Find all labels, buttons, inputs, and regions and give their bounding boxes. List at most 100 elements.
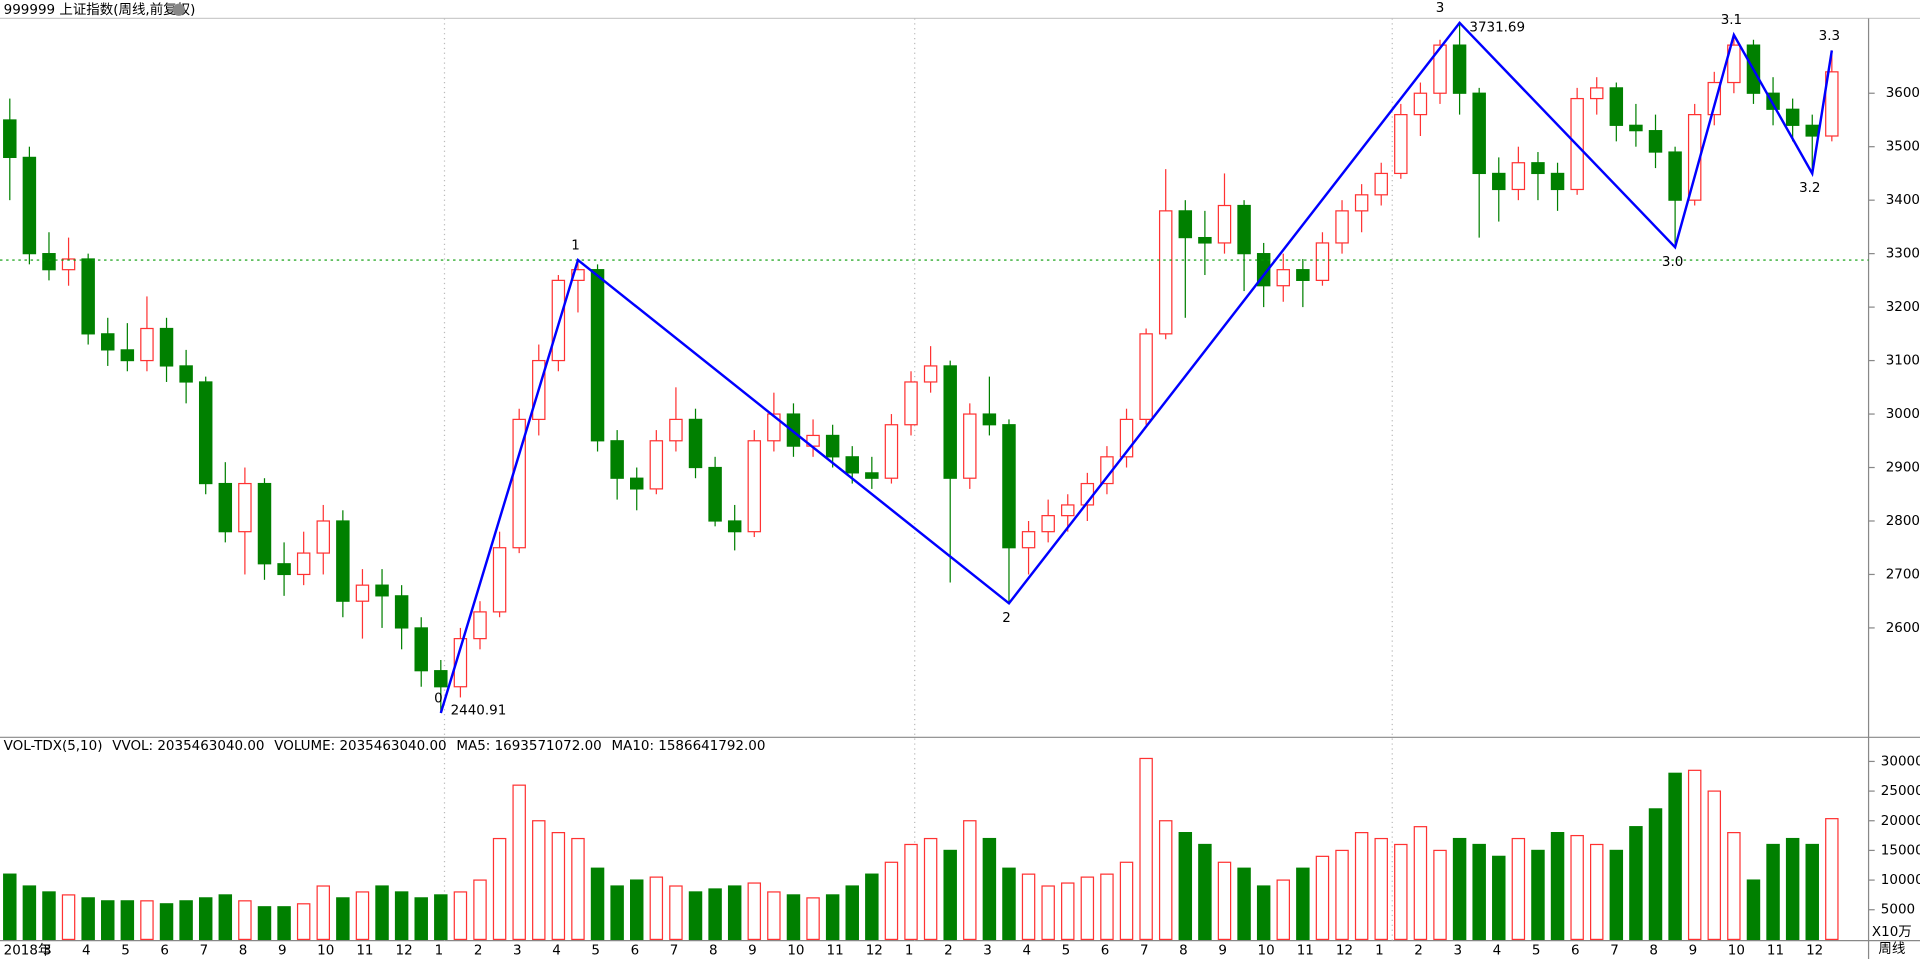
candle-body xyxy=(630,477,644,490)
x-tick-label: 8 xyxy=(239,942,248,958)
candle-body xyxy=(1002,424,1016,549)
candle-body xyxy=(473,611,487,640)
x-tick-label: 6 xyxy=(631,942,640,958)
candle-body xyxy=(786,413,801,447)
volume-bar xyxy=(1687,769,1702,941)
x-tick-label: 7 xyxy=(200,942,209,958)
volume-bar xyxy=(1570,834,1584,941)
volume-bar xyxy=(923,837,938,941)
volume-bar xyxy=(492,837,507,941)
volume-bar xyxy=(1805,843,1819,941)
volume-bar xyxy=(394,891,409,941)
volume-y-tick-label: 30000 xyxy=(1881,753,1920,769)
volume-bar xyxy=(1100,873,1114,941)
x-tick-label: 6 xyxy=(1571,942,1580,958)
volume-bar xyxy=(532,820,546,941)
candle-body xyxy=(277,563,291,576)
candle-body xyxy=(22,156,37,255)
y-tick-label: 2700 xyxy=(1886,566,1920,582)
volume-bar xyxy=(1315,855,1330,941)
volume-bar xyxy=(963,820,977,941)
volume-legend: VOLUME: 2035463040.00 xyxy=(274,738,446,754)
candle-body xyxy=(845,456,859,474)
wave-label: 1 xyxy=(571,237,580,253)
candle-body xyxy=(943,365,957,479)
volume-bar xyxy=(336,897,350,941)
volume-unit: X10万 xyxy=(1872,924,1912,940)
candle-body xyxy=(1433,44,1447,94)
volume-bar xyxy=(727,885,742,941)
candle-body xyxy=(218,482,233,533)
candle-body xyxy=(727,520,742,533)
volume-bar xyxy=(355,891,370,941)
volume-bar xyxy=(610,885,624,941)
volume-bar xyxy=(218,894,233,941)
x-tick-label: 12 xyxy=(1806,942,1823,958)
menu-button[interactable] xyxy=(172,3,185,16)
candle-body xyxy=(963,413,977,479)
volume-bar xyxy=(375,885,389,941)
volume-y-tick-label: 25000 xyxy=(1881,783,1920,799)
x-tick-label: 2018年 xyxy=(4,942,52,958)
volume-bar xyxy=(473,879,487,941)
candle-body xyxy=(1237,204,1251,255)
volume-bar xyxy=(1061,882,1075,941)
candle-body xyxy=(1335,210,1349,244)
x-tick-label: 7 xyxy=(670,942,679,958)
volume-bar xyxy=(159,903,174,941)
volume-bar xyxy=(1629,826,1643,941)
candle-body xyxy=(1472,92,1486,175)
price-label: 3731.69 xyxy=(1469,20,1525,36)
candle-body xyxy=(1374,172,1388,196)
candle-body xyxy=(1413,92,1428,116)
candle-body xyxy=(1276,269,1290,287)
candle-body xyxy=(571,269,585,281)
x-tick-label: 7 xyxy=(1610,942,1619,958)
volume-bar xyxy=(1041,885,1055,941)
price-label: 2440.91 xyxy=(451,703,507,719)
x-tick-label: 2 xyxy=(944,942,953,958)
volume-bar xyxy=(806,897,820,941)
volume-bar xyxy=(1746,879,1761,941)
x-tick-label: 1 xyxy=(1375,942,1384,958)
candle-body xyxy=(688,418,703,469)
candle-body xyxy=(238,482,252,533)
candle-body xyxy=(1178,210,1193,239)
candle-body xyxy=(1590,87,1604,100)
candle-body xyxy=(434,670,448,688)
candle-body xyxy=(1061,504,1075,517)
x-tick-label: 11 xyxy=(356,942,373,958)
volume-bar xyxy=(42,891,56,941)
volume-bar xyxy=(453,891,468,941)
y-tick-label: 2800 xyxy=(1886,513,1920,529)
candle-body xyxy=(1139,333,1153,421)
volume-bar xyxy=(825,894,840,941)
volume-bar xyxy=(1433,849,1447,941)
volume-bar xyxy=(179,900,193,941)
volume-bar xyxy=(414,897,428,941)
candle-body xyxy=(336,520,350,602)
volume-bar xyxy=(61,894,76,941)
candle-body xyxy=(1217,204,1232,244)
candle-body xyxy=(198,381,213,485)
candle-body xyxy=(140,327,154,362)
volume-bar xyxy=(1296,867,1310,941)
volume-legend: MA10: 1586641792.00 xyxy=(612,738,766,754)
volume-y-tick-label: 15000 xyxy=(1881,842,1920,858)
wave-label: 3.3 xyxy=(1819,28,1840,44)
volume-bar xyxy=(1785,837,1800,941)
volume-bar xyxy=(1139,757,1153,941)
volume-bar xyxy=(1002,867,1016,941)
volume-bar xyxy=(238,900,252,941)
x-tick-label: 5 xyxy=(591,942,600,958)
candle-body xyxy=(1041,515,1055,533)
volume-y-tick-label: 5000 xyxy=(1881,902,1915,918)
x-tick-label: 5 xyxy=(121,942,130,958)
x-tick-label: 4 xyxy=(82,942,91,958)
x-tick-label: 1 xyxy=(905,942,914,958)
candle-body xyxy=(1805,124,1819,137)
candle-body xyxy=(1296,269,1310,281)
period-label: 周线 xyxy=(1878,941,1905,957)
volume-bar xyxy=(1668,772,1682,941)
